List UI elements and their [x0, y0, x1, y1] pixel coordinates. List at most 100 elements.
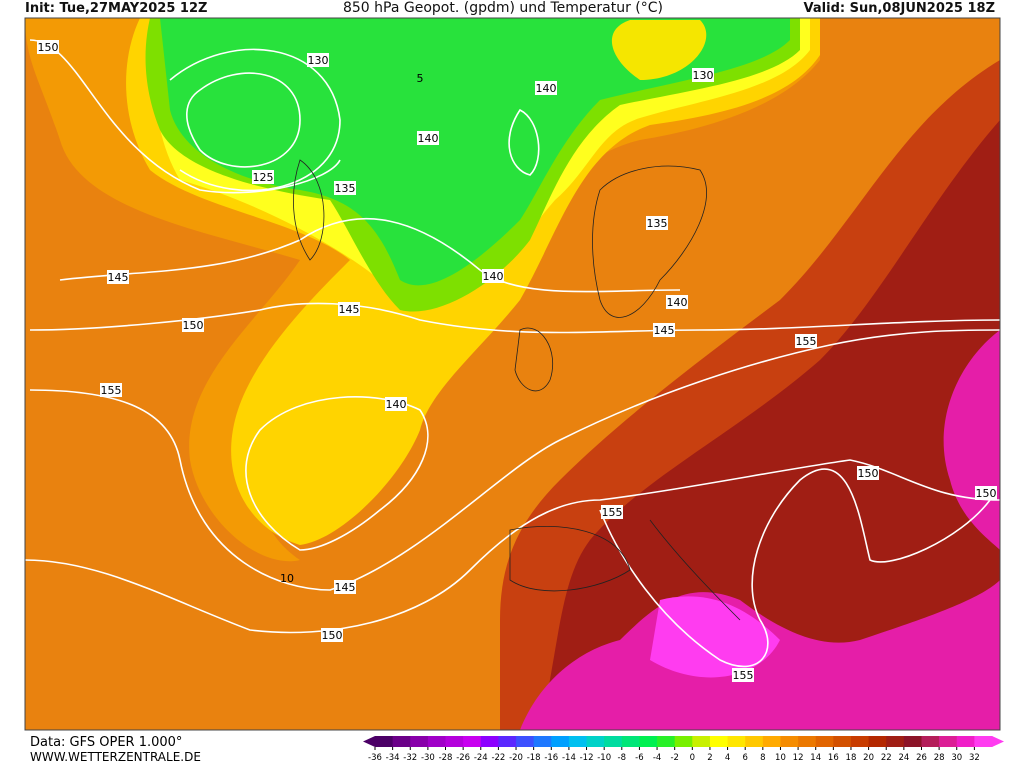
- colorbar-label: 28: [934, 753, 945, 763]
- contour-labels: 150 130 130 140 140 125 135 140 135 145 140 145 150 1…: [37, 40, 997, 682]
- colorbar-label: -24: [474, 753, 488, 763]
- valid-time: Valid: Sun,08JUN2025 18Z: [804, 1, 995, 16]
- colorbar-swatch: [939, 736, 958, 747]
- colorbar-swatch: [586, 736, 605, 747]
- colorbar-swatch: [868, 736, 887, 747]
- colorbar-swatch: [727, 736, 746, 747]
- contour-label: 135: [335, 182, 356, 195]
- contour-label-box: [334, 580, 356, 594]
- contour-label-box: [182, 318, 204, 332]
- contour-label-box: [601, 505, 623, 519]
- colorbar-label: -36: [368, 753, 382, 763]
- colorbar-label: -32: [403, 753, 417, 763]
- colorbar-label: -28: [439, 753, 453, 763]
- contour-label-box: [321, 628, 343, 642]
- colorbar-swatch: [921, 736, 940, 747]
- colorbar-swatch: [745, 736, 764, 747]
- map-field: [25, 18, 1000, 730]
- contour-label: 140: [386, 398, 407, 411]
- contour-label-box: [732, 668, 754, 682]
- colorbar-swatch: [621, 736, 640, 747]
- contour-label: 150: [38, 41, 59, 54]
- contour-label-box: [482, 269, 504, 283]
- colorbar-label: 16: [828, 753, 839, 763]
- colorbar-swatch: [392, 736, 411, 747]
- colorbar-arrow-right: [992, 736, 1004, 747]
- colorbar-swatch: [798, 736, 817, 747]
- contour-label: 145: [108, 271, 129, 284]
- colorbar-label: -26: [456, 753, 470, 763]
- isotherm-label: 5: [417, 72, 424, 85]
- contour-label-box: [653, 323, 675, 337]
- colorbar-label: -22: [491, 753, 505, 763]
- colorbar-label: -12: [580, 753, 594, 763]
- contour-label-box: [385, 397, 407, 411]
- colorbar-swatch: [657, 736, 676, 747]
- contour-label-box: [100, 383, 122, 397]
- contour-label-box: [692, 68, 714, 82]
- contour-label-box: [646, 216, 668, 230]
- colorbar-swatch: [833, 736, 852, 747]
- contour-label: 130: [693, 69, 714, 82]
- contour-label: 140: [418, 132, 439, 145]
- contour-label-box: [334, 181, 356, 195]
- colorbar-swatch: [551, 736, 570, 747]
- colorbar-swatch: [780, 736, 799, 747]
- colorbar-label: -16: [544, 753, 558, 763]
- init-time: Init: Tue,27MAY2025 12Z: [25, 1, 207, 16]
- colorbar-label: 2: [707, 753, 712, 763]
- contour-label-box: [975, 486, 997, 500]
- colorbar-label: 24: [898, 753, 909, 763]
- colorbar-swatch: [568, 736, 588, 747]
- contour-label: 145: [335, 581, 356, 594]
- contour-label: 155: [101, 384, 122, 397]
- colorbar-label: 22: [881, 753, 892, 763]
- colorbar-swatch: [463, 736, 482, 747]
- colorbar-swatch: [903, 736, 922, 747]
- colorbar-swatch: [850, 736, 870, 747]
- contour-label: 150: [183, 319, 204, 332]
- map-frame: [24, 17, 1001, 731]
- colorbar-swatch: [533, 736, 552, 747]
- isotherm-label: 10: [280, 572, 294, 585]
- colorbar-swatch: [674, 736, 693, 747]
- contour-label: 125: [253, 171, 274, 184]
- colorbar-label: 4: [725, 753, 730, 763]
- colorbar-label: 14: [810, 753, 821, 763]
- colorbar-label: 18: [846, 753, 857, 763]
- colorbar-swatch: [445, 736, 464, 747]
- colorbar-swatch: [956, 736, 975, 747]
- colorbar-swatch: [498, 736, 517, 747]
- colorbar-swatch: [427, 736, 447, 747]
- colorbar-label: 8: [760, 753, 765, 763]
- contour-label-box: [857, 466, 879, 480]
- colorbar-swatch: [709, 736, 729, 747]
- colorbar-label: -14: [562, 753, 576, 763]
- colorbar-swatch: [762, 736, 781, 747]
- contour-label: 140: [483, 270, 504, 283]
- contour-label-box: [37, 40, 59, 54]
- contour-label-box: [795, 334, 817, 348]
- contour-label: 150: [322, 629, 343, 642]
- contour-label: 130: [308, 54, 329, 67]
- contour-label-box: [307, 53, 329, 67]
- colorbar-label: -34: [386, 753, 400, 763]
- contour-label-box: [338, 302, 360, 316]
- colorbar-label: -20: [509, 753, 523, 763]
- colorbar-label: -18: [527, 753, 541, 763]
- contour-label-box: [417, 131, 439, 145]
- colorbar-label: -6: [635, 753, 643, 763]
- colorbar-label: -4: [653, 753, 661, 763]
- colorbar-swatch: [375, 736, 394, 747]
- colorbar-swatch: [480, 736, 499, 747]
- contour-label: 155: [602, 506, 623, 519]
- data-source: Data: GFS OPER 1.000°: [30, 735, 182, 750]
- colorbar-swatch: [886, 736, 905, 747]
- colorbar-label: -8: [618, 753, 626, 763]
- contour-label-box: [107, 270, 129, 284]
- coastlines: [293, 159, 741, 621]
- colorbar-swatch: [692, 736, 711, 747]
- colorbar-swatch: [974, 736, 993, 747]
- colorbar-swatch: [639, 736, 658, 747]
